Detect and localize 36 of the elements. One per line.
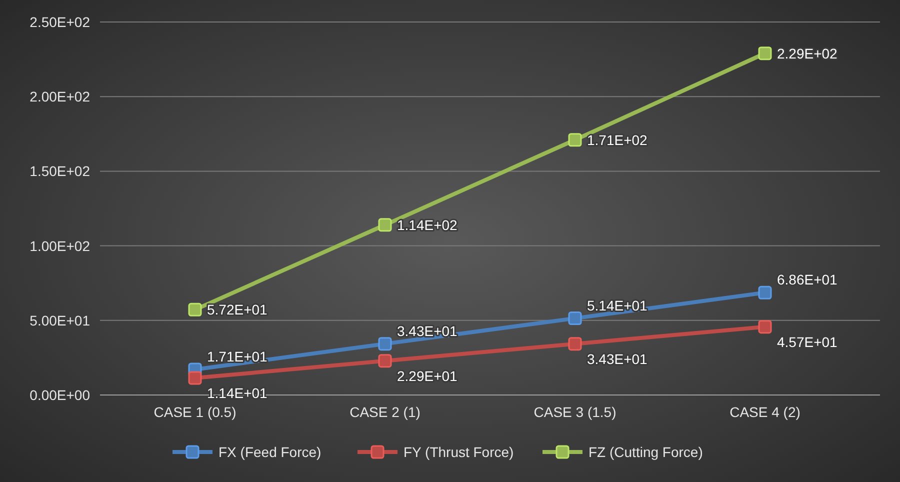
x-tick-label: CASE 1 (0.5) [154, 404, 236, 420]
point [758, 46, 772, 60]
data-label: 3.43E+01 [397, 322, 458, 339]
point [568, 133, 582, 147]
point [378, 337, 392, 351]
data-label: 1.14E+01 [207, 384, 268, 401]
data-label: 2.29E+02 [777, 45, 838, 62]
point [378, 354, 392, 368]
point [758, 286, 772, 300]
data-label: 1.71E+02 [587, 132, 648, 148]
data-label: 5.14E+01 [587, 297, 648, 314]
y-tick-label: 0.00E+00 [30, 387, 90, 403]
data-label: 1.14E+02 [397, 216, 458, 233]
x-tick-label: CASE 2 (1) [350, 404, 420, 420]
point [568, 312, 582, 326]
y-tick-label: 5.00E+01 [30, 312, 90, 328]
data-label: 4.57E+01 [777, 334, 838, 350]
point [188, 371, 202, 385]
data-label: 2.29E+01 [397, 368, 458, 384]
point [188, 302, 202, 316]
y-tick-label: 1.00E+02 [30, 238, 90, 254]
x-tick-label: CASE 3 (1.5) [534, 404, 616, 420]
point [758, 320, 772, 334]
legend-label: FY (Thrust Force) [404, 444, 514, 460]
data-label: 5.72E+01 [207, 302, 268, 318]
y-tick-label: 2.50E+02 [30, 14, 90, 30]
data-label: 6.86E+01 [777, 272, 838, 288]
data-label: 1.71E+01 [207, 348, 268, 364]
y-tick-label: 1.50E+02 [30, 163, 90, 180]
legend-label: FX (Feed Force) [218, 444, 322, 460]
data-label: 3.43E+01 [587, 350, 648, 367]
point [568, 337, 582, 351]
x-tick-label: CASE 4 (2) [730, 404, 800, 420]
point [378, 218, 392, 232]
legend-label: FZ (Cutting Force) [588, 444, 703, 460]
y-tick-label: 2.00E+02 [30, 88, 90, 105]
